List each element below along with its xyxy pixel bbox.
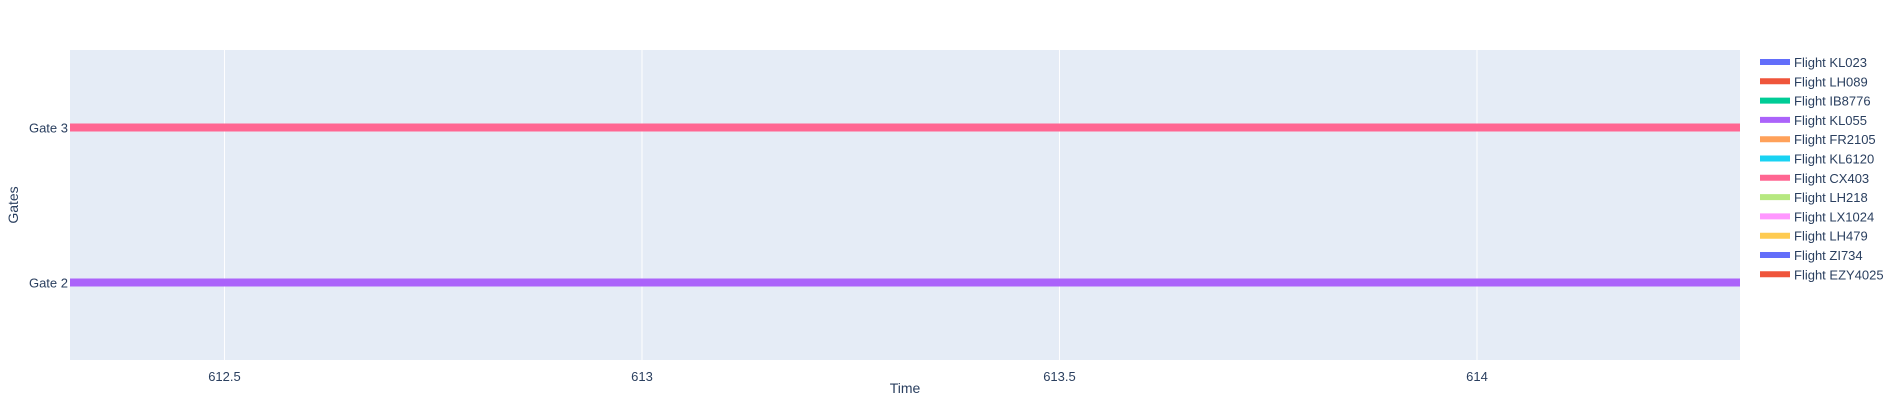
legend-item[interactable]: Flight KL055 <box>1760 113 1867 128</box>
legend-item[interactable]: Flight KL6120 <box>1760 152 1874 167</box>
y-tick-label: Gate 3 <box>29 121 68 136</box>
legend-label: Flight LH089 <box>1794 74 1868 89</box>
legend-label: Flight KL055 <box>1794 113 1867 128</box>
legend-item[interactable]: Flight EZY4025 <box>1760 267 1884 282</box>
legend[interactable]: Flight KL023 Flight LH089 Flight IB8776 Fli… <box>1760 55 1884 282</box>
x-tick-label: 614 <box>1466 369 1488 384</box>
x-tick-label: 613.5 <box>1043 369 1076 384</box>
legend-item[interactable]: Flight LH089 <box>1760 74 1868 89</box>
legend-label: Flight CX403 <box>1794 171 1869 186</box>
legend-label: Flight LH479 <box>1794 229 1868 244</box>
legend-label: Flight KL6120 <box>1794 152 1874 167</box>
y-axis-title: Gates <box>5 186 21 223</box>
series-lines <box>70 123 1740 287</box>
legend-label: Flight IB8776 <box>1794 94 1871 109</box>
y-axis-ticks: Gate 2 Gate 3 <box>29 121 68 291</box>
legend-label: Flight FR2105 <box>1794 132 1876 147</box>
x-tick-label: 613 <box>631 369 653 384</box>
x-axis-ticks: 612.5 613 613.5 614 <box>208 369 1488 384</box>
legend-item[interactable]: Flight IB8776 <box>1760 94 1871 109</box>
legend-item[interactable]: Flight FR2105 <box>1760 132 1876 147</box>
legend-label: Flight LX1024 <box>1794 209 1874 224</box>
legend-item[interactable]: Flight CX403 <box>1760 171 1869 186</box>
legend-label: Flight KL023 <box>1794 55 1867 70</box>
x-axis-title: Time <box>890 380 921 396</box>
legend-label: Flight EZY4025 <box>1794 267 1884 282</box>
legend-item[interactable]: Flight ZI734 <box>1760 248 1863 263</box>
x-tick-label: 612.5 <box>208 369 241 384</box>
legend-label: Flight LH218 <box>1794 190 1868 205</box>
legend-label: Flight ZI734 <box>1794 248 1863 263</box>
plot-area <box>70 50 1740 360</box>
legend-item[interactable]: Flight LH218 <box>1760 190 1868 205</box>
legend-item[interactable]: Flight LX1024 <box>1760 209 1874 224</box>
legend-item[interactable]: Flight KL023 <box>1760 55 1867 70</box>
legend-item[interactable]: Flight LH479 <box>1760 229 1868 244</box>
y-tick-label: Gate 2 <box>29 276 68 291</box>
